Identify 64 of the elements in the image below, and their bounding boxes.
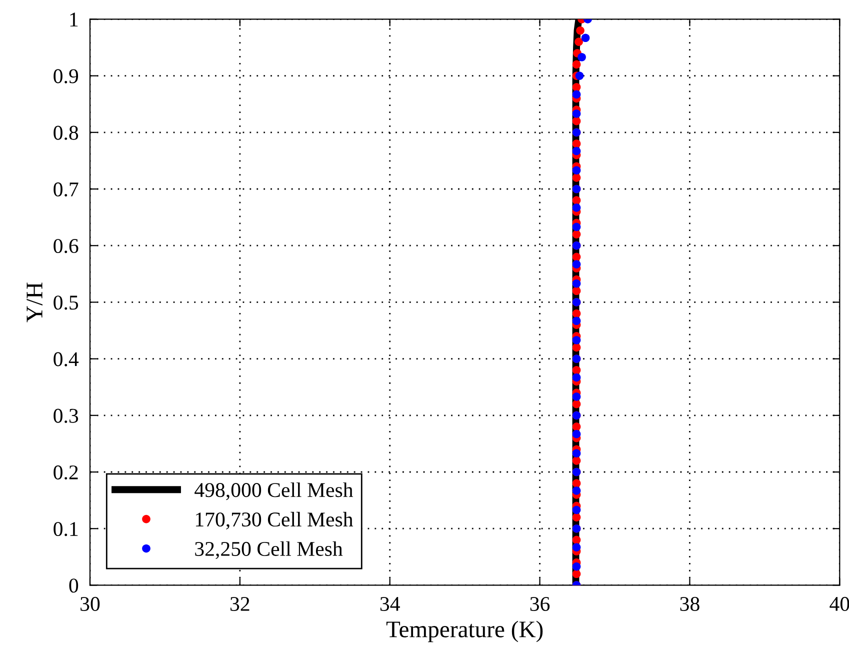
y-tick-label: 0.1 — [54, 522, 78, 536]
point — [575, 72, 584, 80]
x-tick-label: 34 — [380, 596, 400, 611]
point — [572, 336, 581, 344]
point — [572, 196, 581, 204]
x-tick-label: 30 — [80, 596, 100, 611]
point — [572, 400, 581, 408]
point — [572, 230, 581, 238]
point — [576, 26, 584, 35]
point — [572, 140, 581, 148]
point — [572, 60, 581, 69]
point — [572, 430, 581, 438]
y-tick-label: 0.3 — [54, 408, 78, 423]
x-tick-label: 40 — [830, 596, 849, 611]
point — [572, 570, 581, 578]
point — [572, 373, 581, 382]
point — [572, 456, 581, 465]
point — [572, 252, 581, 262]
point — [572, 486, 581, 495]
y-tick-label: 0.5 — [54, 296, 78, 310]
y-tick-label: 0.4 — [54, 352, 79, 366]
point — [572, 309, 581, 318]
y-tick-label: 0.2 — [54, 465, 78, 480]
point — [572, 513, 581, 522]
point — [572, 110, 581, 118]
legend-label: 498,000 Cell Mesh — [194, 482, 354, 500]
y-tick-label: 0.8 — [54, 126, 78, 140]
point — [572, 82, 581, 92]
legend-label: 170,730 Cell Mesh — [196, 512, 354, 530]
x-tick-label: 36 — [530, 596, 550, 611]
point — [581, 34, 590, 42]
y-tick-label: 0.9 — [54, 69, 78, 84]
point — [572, 543, 581, 552]
point — [572, 506, 581, 514]
x-tick-label: 38 — [680, 596, 700, 611]
point — [572, 479, 581, 488]
y-tick-label: 0.7 — [54, 182, 78, 197]
point — [572, 562, 581, 571]
point — [572, 366, 581, 374]
legend-label: 32,250 Cell Mesh — [195, 541, 343, 559]
point — [572, 343, 581, 352]
y-axis-title: Y/H — [26, 282, 42, 322]
point — [572, 286, 581, 296]
point — [572, 316, 581, 326]
point — [572, 174, 581, 182]
point — [572, 222, 581, 232]
x-tick-label: 32 — [230, 596, 250, 611]
y-tick-label: 0 — [69, 578, 78, 593]
point — [572, 449, 581, 458]
y-tick-label: 1 — [70, 12, 78, 26]
x-axis-title: Temperature (K) — [386, 620, 543, 642]
point — [572, 146, 581, 156]
point — [572, 166, 581, 174]
y-tick-label: 0.6 — [54, 238, 78, 254]
point — [572, 90, 581, 99]
point — [574, 38, 583, 46]
point — [572, 279, 581, 288]
point — [572, 392, 581, 401]
point — [572, 260, 581, 268]
point — [572, 422, 581, 431]
point — [572, 536, 581, 544]
point — [572, 116, 581, 126]
point — [578, 52, 586, 62]
point — [572, 204, 581, 212]
